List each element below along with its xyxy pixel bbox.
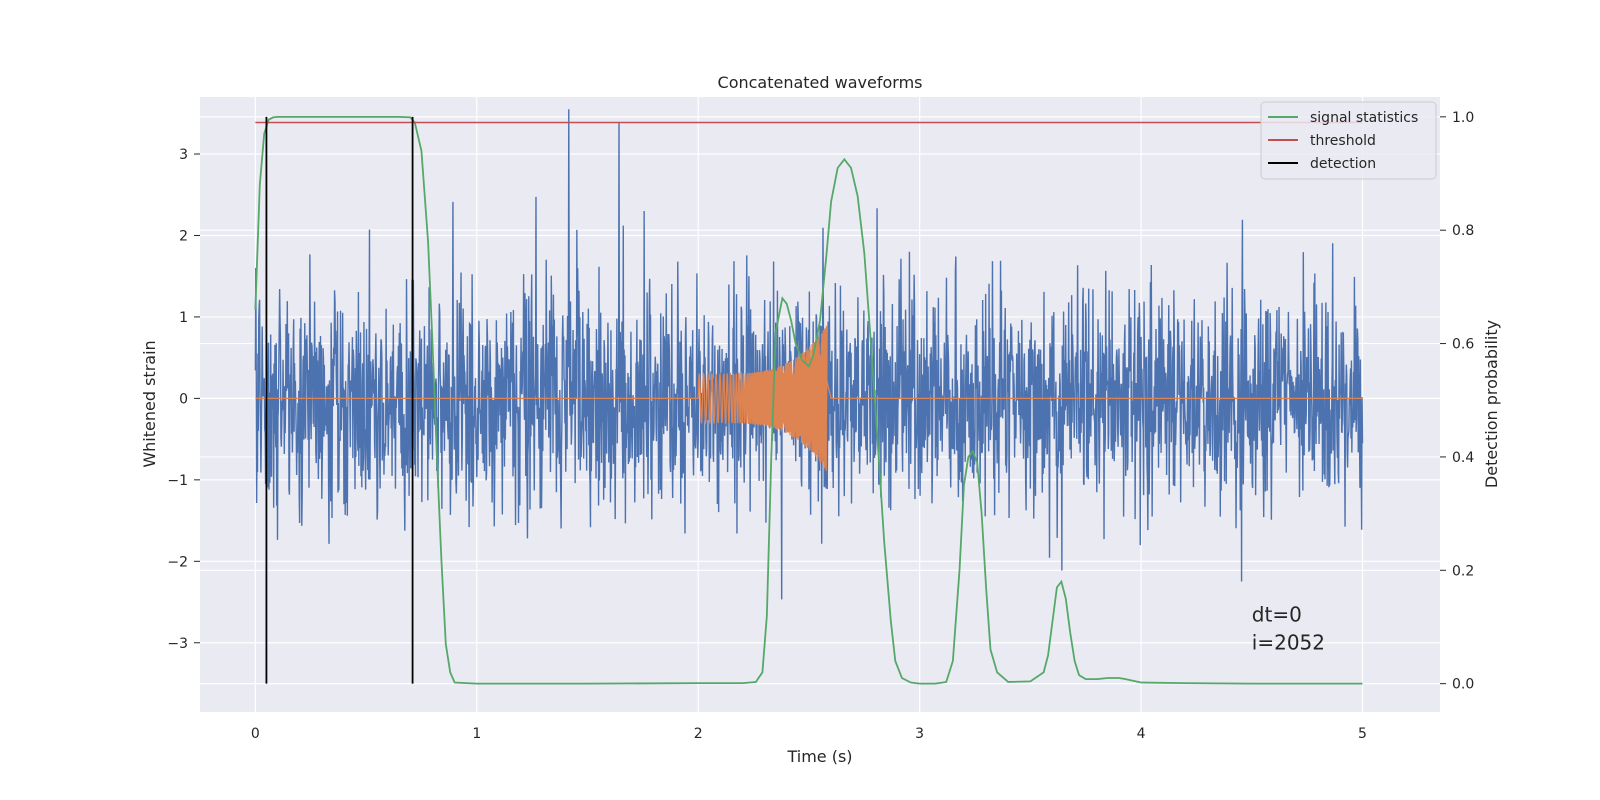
legend-label-signal-statistics: signal statistics xyxy=(1310,110,1418,126)
legend-label-detection: detection xyxy=(1310,156,1376,172)
y-axis-title: Whitened strain xyxy=(140,340,159,467)
y2-axis-ticks: 0.0 0.2 0.4 0.6 0.8 1.0 xyxy=(1440,110,1474,693)
signal-statistics-line xyxy=(254,115,1363,685)
y2-tick-label: 0.0 xyxy=(1452,677,1474,693)
y2-tick-label: 0.2 xyxy=(1452,563,1474,579)
x-tick-label: 0 xyxy=(251,726,260,742)
y-tick-label: 0 xyxy=(179,391,188,407)
x-tick-label: 1 xyxy=(472,726,481,742)
injection-waveform-series xyxy=(255,325,1363,471)
x-tick-label: 2 xyxy=(694,726,703,742)
x-tick-label: 3 xyxy=(915,726,924,742)
y-tick-label: 3 xyxy=(179,147,188,163)
y2-tick-label: 0.6 xyxy=(1452,337,1474,353)
y-axis-ticks: −3 −2 −1 0 1 2 3 xyxy=(167,147,200,652)
chart-title: Concatenated waveforms xyxy=(718,73,923,92)
strain-noise-series xyxy=(254,109,1364,600)
legend-label-threshold: threshold xyxy=(1310,133,1376,149)
y2-tick-label: 1.0 xyxy=(1452,110,1474,126)
annotation-dt: dt=0 xyxy=(1252,602,1302,626)
x-axis-title: Time (s) xyxy=(786,747,852,766)
y-tick-label: −3 xyxy=(167,636,188,652)
y2-axis-title: Detection probability xyxy=(1482,320,1501,488)
grid xyxy=(200,97,1440,712)
legend-box xyxy=(1260,101,1437,180)
x-axis-ticks: 0 1 2 3 4 5 xyxy=(251,726,1367,742)
annotation-index: i=2052 xyxy=(1252,631,1325,655)
y-tick-label: 2 xyxy=(179,228,188,244)
x-tick-label: 4 xyxy=(1137,726,1146,742)
y2-tick-label: 0.4 xyxy=(1452,450,1474,466)
y-tick-label: −1 xyxy=(167,473,188,489)
y-tick-label: 1 xyxy=(179,310,188,326)
y2-tick-label: 0.8 xyxy=(1452,223,1474,239)
x-tick-label: 5 xyxy=(1358,726,1367,742)
y-tick-label: −2 xyxy=(167,554,188,570)
legend: signal statistics threshold detection xyxy=(1260,101,1437,180)
